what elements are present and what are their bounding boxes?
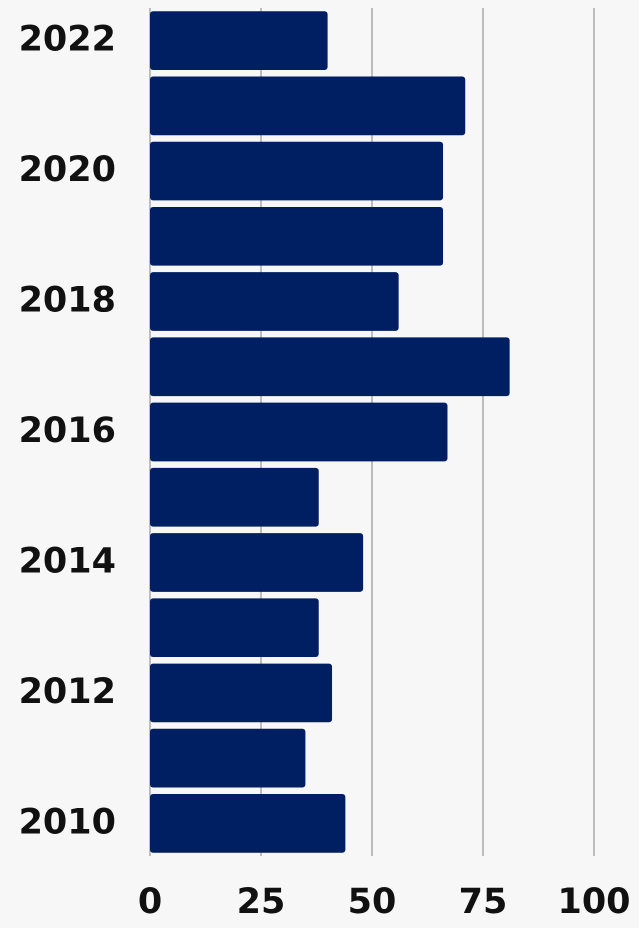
x-tick-label: 100: [557, 882, 630, 922]
bar: [150, 533, 364, 592]
bar: [150, 337, 510, 397]
bar: [150, 206, 444, 266]
x-tick-label: 75: [459, 882, 508, 922]
bar: [150, 141, 444, 201]
bar: [150, 272, 399, 331]
bar: [150, 11, 328, 70]
y-tick-label: 2016: [19, 411, 116, 451]
bar: [150, 794, 346, 853]
y-tick-label: 2022: [19, 20, 116, 60]
y-tick-label: 2012: [19, 672, 116, 712]
bar: [150, 598, 319, 658]
bar: [150, 728, 306, 788]
y-tick-label: 2018: [19, 281, 116, 321]
bar: [150, 402, 448, 462]
y-tick-label: 2014: [19, 541, 116, 581]
x-tick-label: 0: [138, 882, 162, 922]
y-tick-label: 2020: [19, 150, 116, 190]
bar: [150, 663, 333, 723]
x-tick-label: 25: [237, 882, 286, 922]
bar: [150, 76, 466, 136]
bar: [150, 467, 319, 527]
y-tick-label: 2010: [19, 802, 116, 842]
x-tick-label: 50: [348, 882, 397, 922]
